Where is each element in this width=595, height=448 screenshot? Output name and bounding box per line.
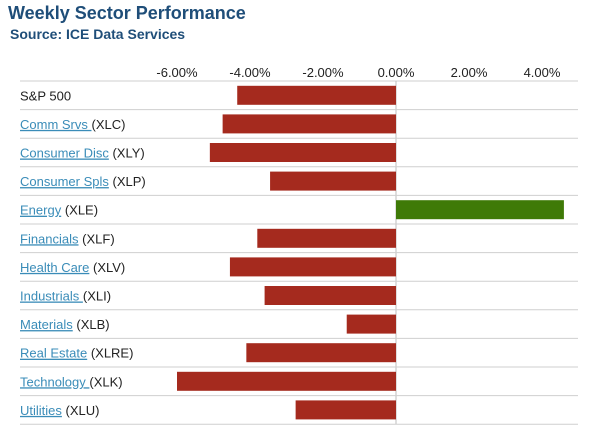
chart-subtitle: Source: ICE Data Services (10, 26, 186, 42)
bar-real-estate (246, 343, 396, 363)
sector-link[interactable]: Energy (20, 203, 62, 218)
x-tick-label: -4.00% (229, 65, 271, 80)
ticker-label: (XLU) (62, 403, 100, 418)
row-label: Materials (XLB) (20, 317, 110, 332)
ticker-label: (XLC) (92, 117, 126, 132)
index-label: S&P 500 (20, 88, 71, 103)
x-tick-label: 4.00% (524, 65, 561, 80)
row-label: Consumer Spls (XLP) (20, 174, 146, 189)
sector-link[interactable]: Materials (20, 317, 73, 332)
bar-consumer-disc (209, 143, 396, 162)
bar-energy (396, 200, 564, 220)
bar-consumer-spls (270, 171, 396, 191)
sector-link[interactable]: Industrials (20, 289, 83, 304)
ticker-label: (XLK) (89, 374, 122, 389)
row-label: Real Estate (XLRE) (20, 346, 133, 361)
row-label: Industrials (XLI) (20, 289, 111, 304)
bar-utilities (295, 400, 396, 420)
row-label: Consumer Disc (XLY) (20, 146, 145, 161)
bar-comm-srvs (222, 114, 396, 134)
row-label: Energy (XLE) (20, 203, 98, 218)
sector-link[interactable]: Comm Srvs (20, 117, 92, 132)
x-tick-label: 0.00% (378, 65, 415, 80)
bar-financials (257, 228, 396, 248)
row-label: Financials (XLF) (20, 231, 115, 246)
bar-technology (177, 371, 396, 391)
row-label: Utilities (XLU) (20, 403, 99, 418)
ticker-label: (XLY) (109, 146, 145, 161)
sector-link[interactable]: Health Care (20, 260, 89, 275)
bar-materials (346, 314, 396, 334)
sector-link[interactable]: Consumer Disc (20, 146, 109, 161)
bar-industrials (264, 286, 396, 305)
sector-link[interactable]: Technology (20, 374, 89, 389)
ticker-label: (XLI) (83, 289, 111, 304)
bar-s-p-500 (237, 85, 396, 105)
chart-title: Weekly Sector Performance (8, 3, 246, 23)
row-label: Health Care (XLV) (20, 260, 125, 275)
ticker-label: (XLE) (61, 203, 98, 218)
ticker-label: (XLRE) (87, 346, 133, 361)
bar-health-care (229, 257, 396, 277)
x-tick-label: -6.00% (156, 65, 198, 80)
sector-link[interactable]: Utilities (20, 403, 62, 418)
row-label: S&P 500 (20, 88, 71, 103)
row-label: Comm Srvs (XLC) (20, 117, 125, 132)
sector-link[interactable]: Real Estate (20, 346, 87, 361)
ticker-label: (XLB) (73, 317, 110, 332)
ticker-label: (XLV) (89, 260, 125, 275)
ticker-label: (XLF) (79, 231, 115, 246)
row-label: Technology (XLK) (20, 374, 123, 389)
sector-link[interactable]: Consumer Spls (20, 174, 109, 189)
sector-link[interactable]: Financials (20, 231, 79, 246)
ticker-label: (XLP) (109, 174, 146, 189)
x-tick-label: 2.00% (451, 65, 488, 80)
x-tick-label: -2.00% (302, 65, 344, 80)
